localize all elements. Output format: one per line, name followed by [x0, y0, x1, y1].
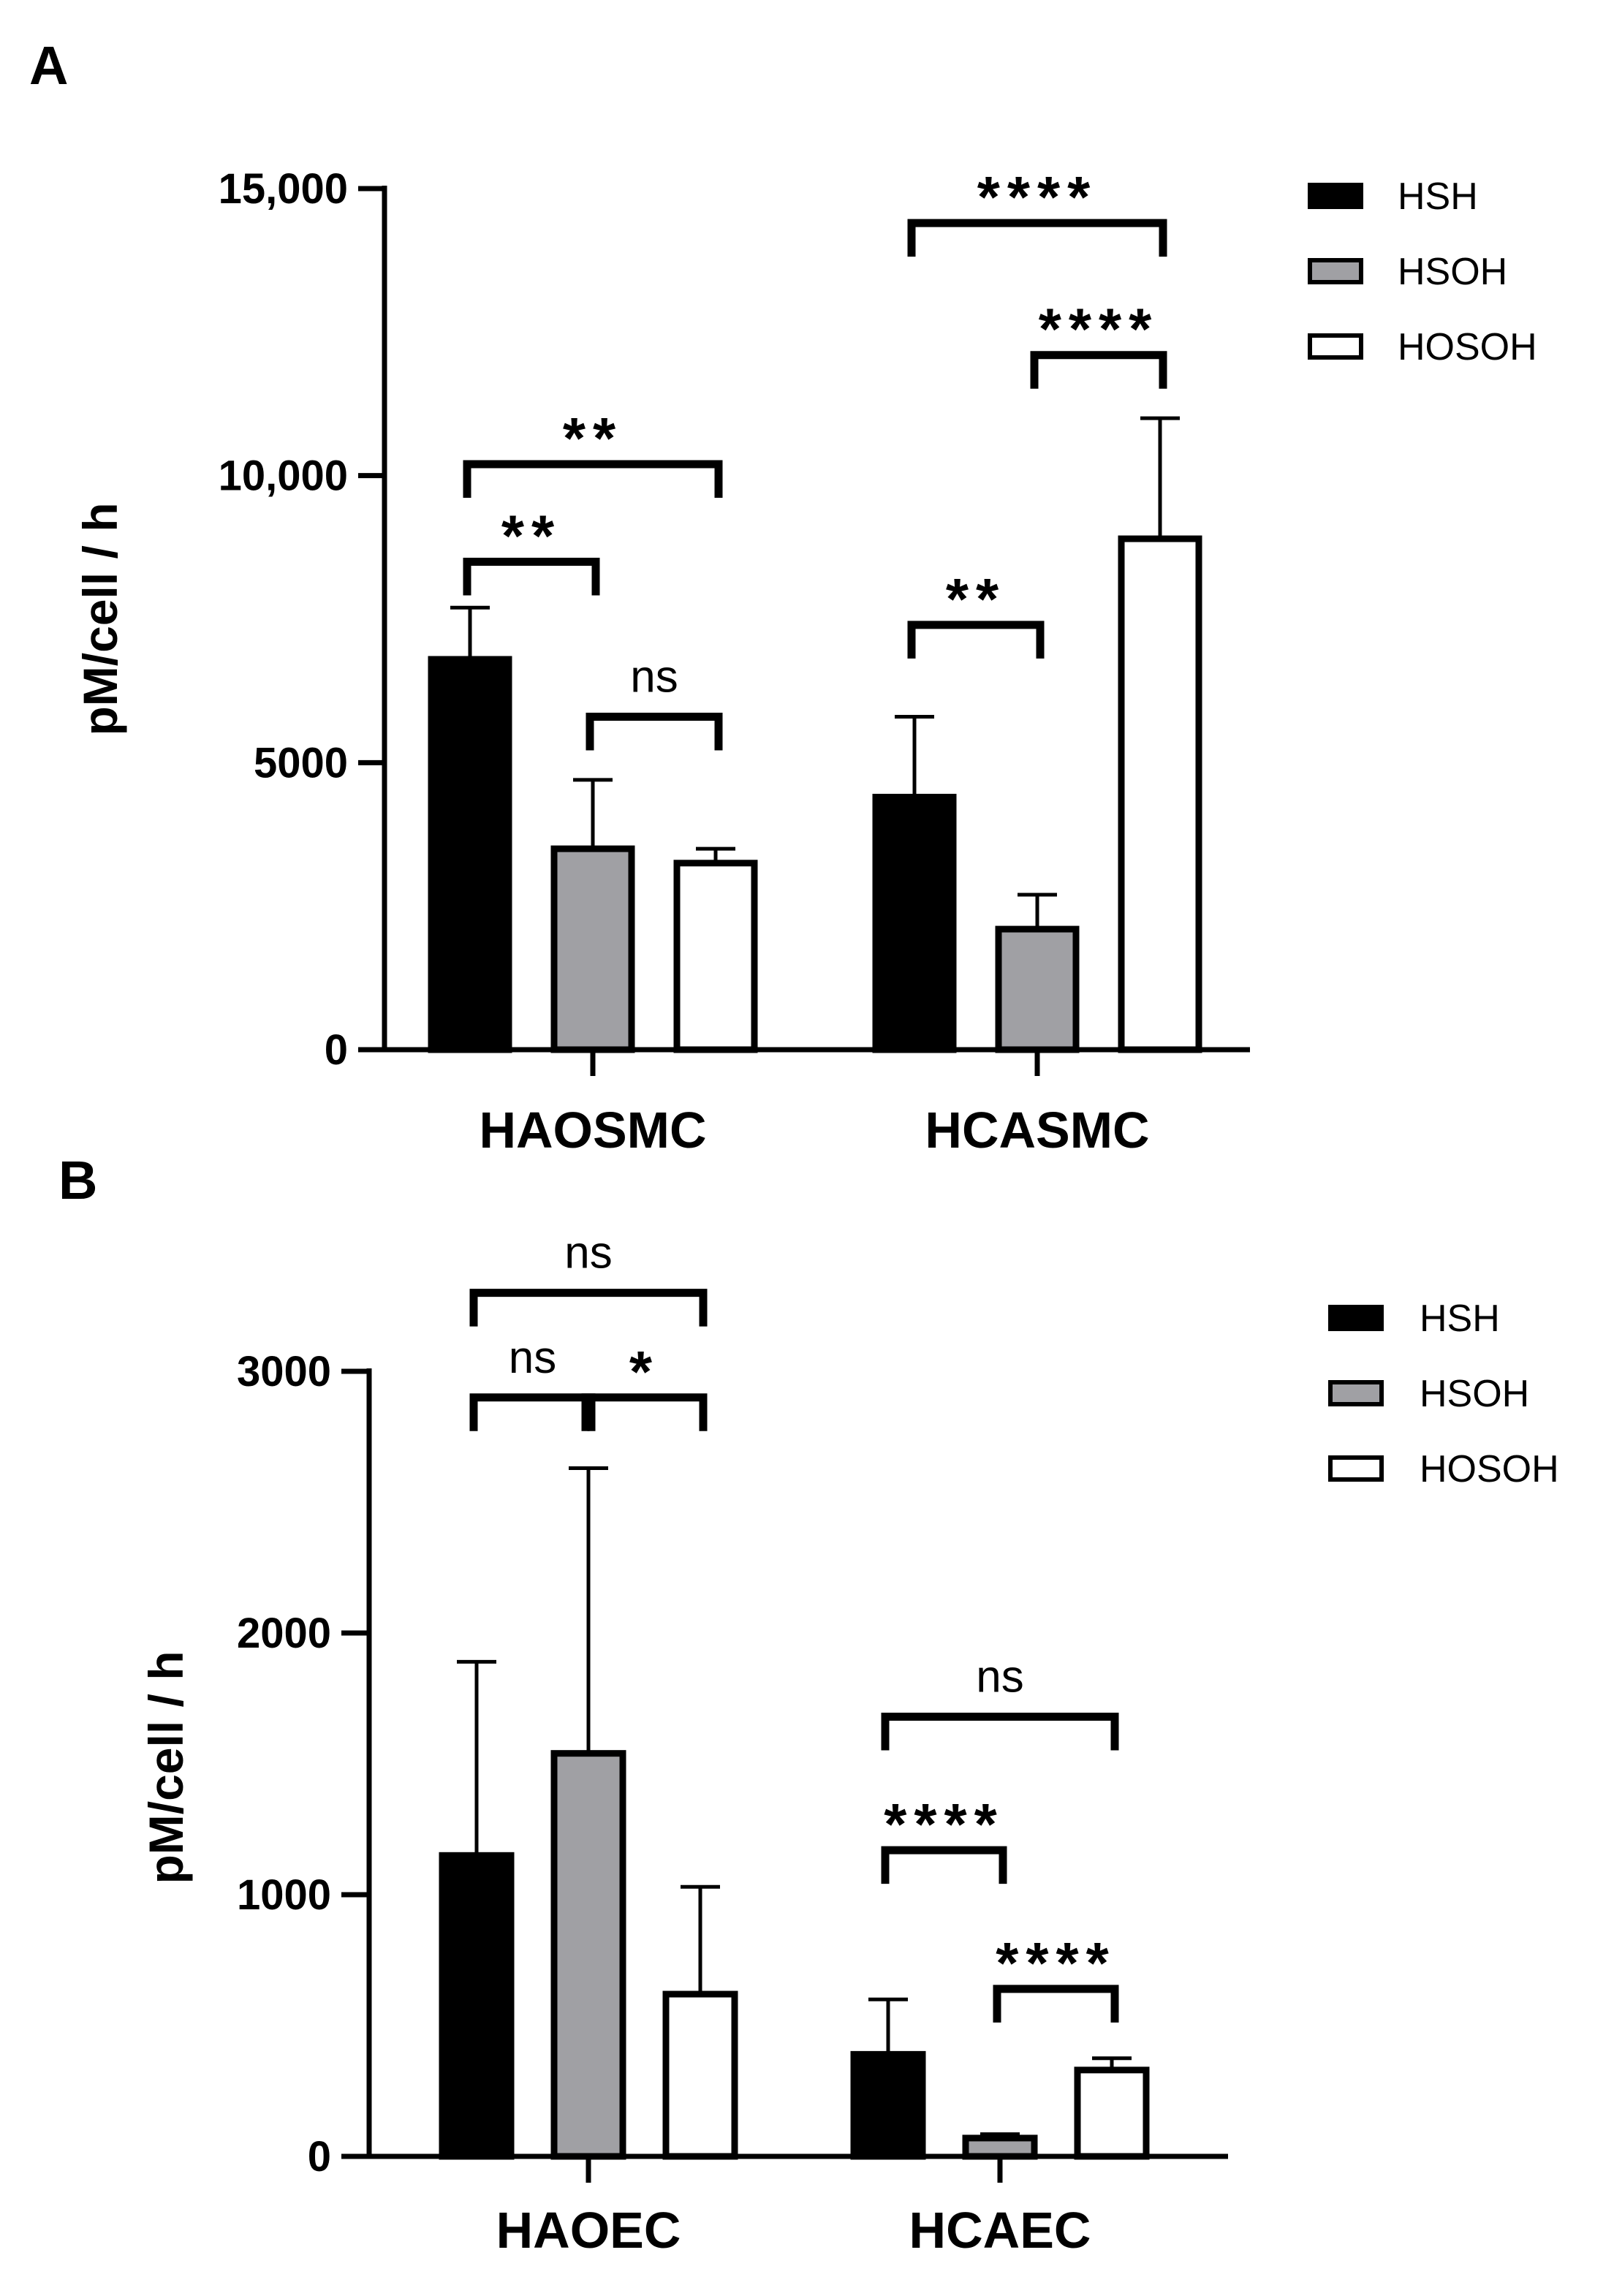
significance-label: **** — [1039, 297, 1159, 362]
bar-hsh — [872, 793, 957, 1053]
significance-bracket — [463, 460, 723, 498]
bar-hsoh — [995, 925, 1080, 1053]
significance-bracket — [463, 557, 600, 596]
bar-hsoh — [962, 2134, 1038, 2160]
y-tick-label: 2000 — [237, 1610, 331, 1657]
significance-bracket — [469, 1393, 596, 1431]
significance-bracket — [993, 1985, 1119, 2023]
legend-swatch-hosoh — [1308, 333, 1363, 360]
panel-a: A 0 5000 10,000 15,000 pM/cell / h HAOSMC HCASM… — [29, 35, 1537, 1159]
y-axis-label: pM/cell / h — [139, 1651, 193, 1884]
bar-hosoh — [1118, 535, 1202, 1053]
legend-label-hsh: HSH — [1420, 1297, 1500, 1340]
significance-bracket — [907, 219, 1167, 257]
significance-label: ns — [509, 1333, 556, 1383]
bar-hsh — [428, 656, 512, 1053]
legend-label-hsh: HSH — [1398, 175, 1478, 218]
significance-label: **** — [996, 1931, 1116, 1996]
significance-bracket — [907, 621, 1045, 659]
y-tick-label: 3000 — [237, 1348, 331, 1395]
bar-hsh — [439, 1852, 515, 2160]
significance-bracket — [881, 1713, 1119, 1751]
legend-label-hsoh: HSOH — [1420, 1373, 1529, 1415]
y-tick-label: 0 — [325, 1026, 348, 1074]
legend-label-hsoh: HSOH — [1398, 251, 1507, 293]
bar-hsoh — [550, 1750, 626, 2160]
panel-label: B — [58, 1150, 97, 1210]
x-tick-label: HAOEC — [496, 2202, 681, 2259]
legend-swatch-hsoh — [1308, 258, 1363, 284]
bar-hsh — [850, 2050, 926, 2160]
bar-hosoh — [1074, 2066, 1150, 2160]
significance-bracket — [469, 1289, 708, 1327]
y-tick-label: 1000 — [237, 1871, 331, 1919]
legend-swatch-hsh — [1308, 183, 1363, 209]
significance-label: **** — [884, 1792, 1004, 1857]
y-tick-label: 0 — [308, 2133, 331, 2181]
bar-hsoh — [550, 845, 635, 1053]
legend-swatch-hsoh — [1328, 1380, 1384, 1406]
significance-label: ns — [564, 1228, 612, 1278]
legend-swatch-hosoh — [1328, 1455, 1384, 1482]
significance-label: * — [629, 1339, 659, 1404]
legend-swatch-hsh — [1328, 1305, 1384, 1331]
significance-bracket — [581, 1393, 708, 1431]
significance-label: ** — [946, 567, 1006, 632]
x-tick-label: HCASMC — [925, 1102, 1149, 1159]
x-tick-label: HAOSMC — [479, 1102, 706, 1159]
significance-bracket — [1030, 351, 1167, 389]
legend-label-hosoh: HOSOH — [1398, 326, 1537, 368]
significance-bracket — [881, 1846, 1007, 1884]
y-axis-label: pM/cell / h — [73, 502, 127, 735]
panel-b: B 0 1000 2000 3000 pM/cell / h HAOEC HCAEC ns ns *… — [58, 1150, 1559, 2259]
significance-bracket — [586, 713, 723, 751]
y-tick-label: 10,000 — [219, 452, 348, 500]
x-tick-label: HCAEC — [909, 2202, 1091, 2259]
y-tick-label: 15,000 — [219, 165, 348, 213]
y-tick-label: 5000 — [254, 739, 348, 787]
significance-label: ns — [630, 652, 678, 702]
significance-label: ns — [976, 1652, 1023, 1702]
significance-label: ** — [563, 406, 623, 471]
bar-hosoh — [662, 1990, 738, 2160]
bar-hosoh — [673, 860, 758, 1053]
panel-label: A — [29, 35, 68, 96]
legend-label-hosoh: HOSOH — [1420, 1448, 1559, 1490]
significance-label: **** — [977, 164, 1098, 230]
significance-label: ** — [501, 503, 561, 568]
